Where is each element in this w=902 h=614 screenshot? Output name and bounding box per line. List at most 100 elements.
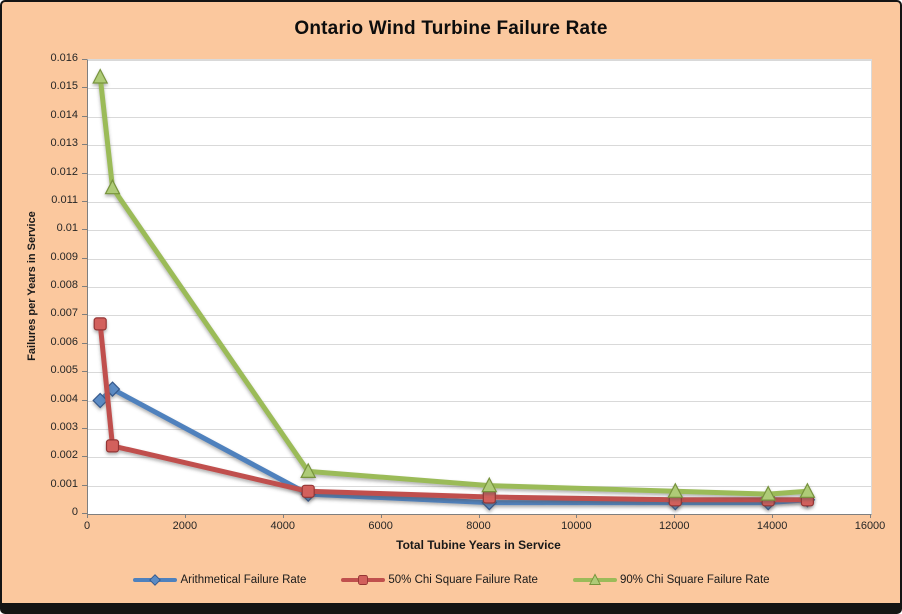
y-tick-mark xyxy=(82,456,87,458)
x-axis-title: Total Tubine Years in Service xyxy=(396,538,561,552)
x-tick-mark xyxy=(282,514,284,518)
x-tick-mark xyxy=(674,514,676,518)
legend-item-arithmetical-failure-rate: Arithmetical Failure Rate xyxy=(132,572,306,588)
y-tick-label: 0.01 xyxy=(56,222,78,235)
series-arithmetical-failure-rate-line xyxy=(97,386,810,506)
data-point-90-chi-square-failure-rate xyxy=(760,485,777,501)
y-tick-label: 0.015 xyxy=(50,80,78,93)
x-tick-label: 10000 xyxy=(561,520,592,532)
x-tick-label: 4000 xyxy=(270,520,295,532)
x-tick-label: 14000 xyxy=(756,520,788,532)
x-tick-mark xyxy=(184,514,186,518)
data-point-50-chi-square-failure-rate xyxy=(105,439,120,453)
y-tick-label: 0.001 xyxy=(50,477,78,490)
x-tick-mark xyxy=(478,514,480,518)
data-point-90-chi-square-failure-rate xyxy=(799,482,816,498)
y-tick-mark xyxy=(82,257,87,259)
x-tick-label: 6000 xyxy=(368,520,393,532)
legend-marker-triangle-icon xyxy=(572,573,617,585)
y-tick-label: 0.013 xyxy=(50,137,78,150)
y-tick-mark xyxy=(82,314,87,316)
y-tick-mark xyxy=(82,342,87,344)
data-point-90-chi-square-failure-rate xyxy=(667,482,684,498)
y-tick-mark xyxy=(82,115,87,117)
gridline xyxy=(88,400,871,402)
y-tick-label: 0.006 xyxy=(50,335,78,348)
legend-label: 90% Chi Square Failure Rate xyxy=(619,574,770,586)
y-tick-mark xyxy=(82,286,87,287)
x-tick-mark xyxy=(87,514,88,518)
gridline xyxy=(88,230,871,232)
legend-marker-diamond-icon xyxy=(133,574,178,586)
legend-item-90-chi-square-failure-rate: 90% Chi Square Failure Rate xyxy=(572,572,770,588)
y-tick-label: 0.011 xyxy=(51,193,78,206)
series-90-chi-square-failure-rate-line xyxy=(97,74,810,497)
y-tick-mark xyxy=(82,200,87,202)
series-50-chi-square-failure-rate-line xyxy=(97,321,810,503)
gridline xyxy=(88,173,871,175)
x-tick-label: 2000 xyxy=(172,520,198,532)
data-point-arithmetical-failure-rate xyxy=(92,392,109,409)
gridline xyxy=(88,258,871,260)
x-tick-label: 0 xyxy=(83,520,91,532)
gridline xyxy=(88,372,871,374)
gridline xyxy=(88,343,871,345)
y-tick-label: 0.002 xyxy=(50,449,78,462)
y-tick-label: 0.016 xyxy=(50,52,78,64)
y-tick-label: 0.007 xyxy=(50,307,78,320)
data-point-90-chi-square-failure-rate xyxy=(104,178,121,195)
y-tick-label: 0.003 xyxy=(50,420,78,433)
y-tick-label: 0.009 xyxy=(50,250,78,263)
legend-label: Arithmetical Failure Rate xyxy=(180,574,307,586)
y-tick-mark xyxy=(82,513,87,514)
data-point-50-chi-square-failure-rate xyxy=(482,490,496,504)
y-tick-label: 0 xyxy=(71,506,78,518)
legend-marker-shape xyxy=(358,575,369,585)
y-tick-label: 0.014 xyxy=(50,108,78,121)
gridline xyxy=(88,428,871,430)
x-tick-mark xyxy=(870,514,871,518)
series-canvas xyxy=(92,68,816,511)
legend-label: 50% Chi Square Failure Rate xyxy=(388,574,538,586)
legend-marker-shape xyxy=(588,573,601,585)
legend: Arithmetical Failure Rate 50% Chi Square … xyxy=(2,572,900,588)
y-tick-label: 0.004 xyxy=(50,392,78,405)
gridline xyxy=(88,457,871,459)
gridline xyxy=(88,60,871,61)
x-tick-mark xyxy=(576,514,578,518)
gridline xyxy=(88,315,871,317)
y-tick-label: 0.008 xyxy=(50,279,78,291)
x-tick-mark xyxy=(772,514,774,518)
y-tick-mark xyxy=(82,399,87,401)
gridline xyxy=(88,201,871,203)
series-90-chi-square-failure-rate xyxy=(92,68,816,501)
y-tick-mark xyxy=(82,144,87,146)
legend-marker-shape xyxy=(149,574,162,586)
y-tick-mark xyxy=(82,172,87,174)
data-point-90-chi-square-failure-rate xyxy=(481,476,498,493)
y-tick-mark xyxy=(82,371,87,373)
gridline xyxy=(88,287,871,288)
legend-marker-square-icon xyxy=(341,575,386,585)
chart-title: Ontario Wind Turbine Failure Rate xyxy=(294,18,608,39)
y-tick-mark xyxy=(82,484,87,486)
data-point-90-chi-square-failure-rate xyxy=(300,462,317,478)
y-tick-mark xyxy=(82,87,87,89)
legend-item-50-chi-square-failure-rate: 50% Chi Square Failure Rate xyxy=(340,572,538,588)
y-tick-label: 0.012 xyxy=(50,165,78,178)
series-50-chi-square-failure-rate xyxy=(93,317,815,507)
x-tick-label: 12000 xyxy=(658,520,690,532)
y-tick-mark xyxy=(82,229,87,231)
gridline xyxy=(88,116,871,118)
y-tick-mark xyxy=(82,59,87,60)
gridline xyxy=(88,88,871,90)
gridline xyxy=(88,145,871,147)
plot-area xyxy=(87,59,872,515)
data-point-50-chi-square-failure-rate xyxy=(93,317,107,331)
x-tick-mark xyxy=(380,514,382,518)
data-point-50-chi-square-failure-rate xyxy=(301,484,315,498)
y-tick-label: 0.005 xyxy=(50,364,78,377)
x-tick-label: 8000 xyxy=(466,520,491,532)
y-tick-mark xyxy=(82,427,87,429)
